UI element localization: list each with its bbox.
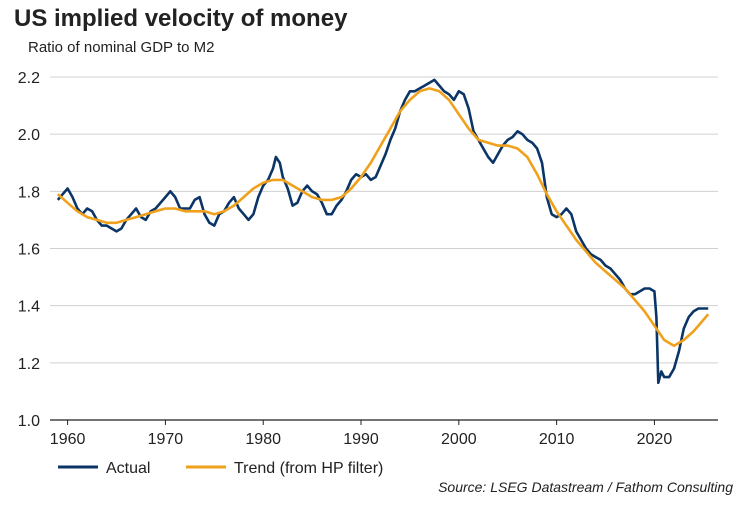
y-tick-label: 2.0 (18, 127, 40, 144)
y-tick-label: 1.6 (18, 242, 40, 259)
y-tick-label: 1.2 (18, 356, 40, 373)
x-tick-label: 1970 (148, 431, 184, 448)
chart-title: US implied velocity of money (14, 5, 348, 32)
series-line (56, 87, 710, 347)
y-tick-label: 1.8 (18, 184, 40, 201)
y-tick-label: 1.4 (18, 299, 40, 316)
source-note: Source: LSEG Datastream / Fathom Consult… (438, 479, 733, 495)
x-tick-label: 1980 (245, 431, 281, 448)
y-tick-label: 1.0 (18, 413, 40, 430)
x-tick-label: 1990 (343, 431, 379, 448)
y-tick-label: 2.2 (18, 70, 40, 87)
x-tick-label: 2010 (539, 431, 575, 448)
legend-label: Trend (from HP filter) (234, 460, 383, 477)
legend-label: Actual (106, 460, 150, 477)
x-tick-label: 1960 (50, 431, 86, 448)
x-tick-label: 2020 (637, 431, 673, 448)
x-tick-label: 2000 (441, 431, 477, 448)
chart-subtitle: Ratio of nominal GDP to M2 (28, 39, 214, 56)
series-line (56, 78, 709, 385)
